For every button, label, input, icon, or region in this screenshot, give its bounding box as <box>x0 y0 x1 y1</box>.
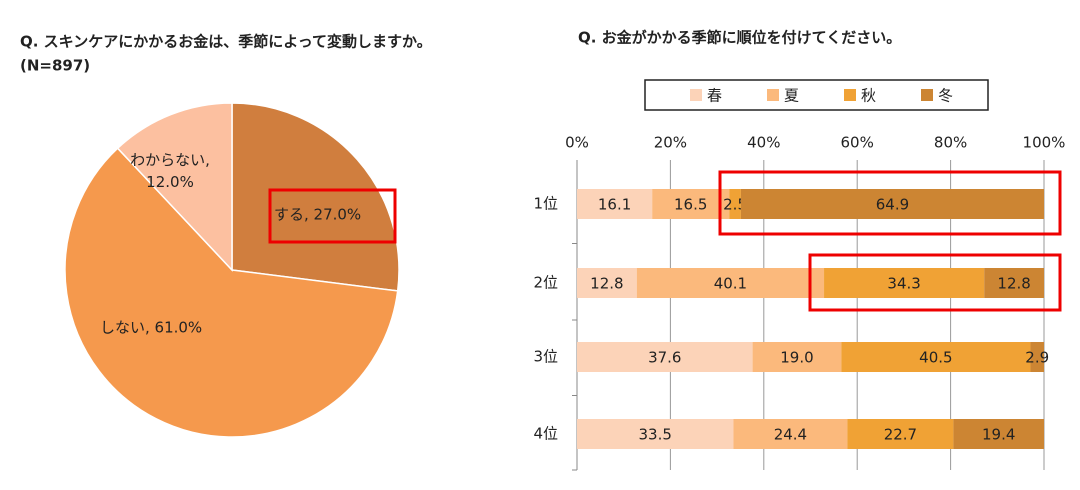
bar-segment <box>577 419 734 449</box>
bar-segment <box>841 342 1031 372</box>
legend-label: 冬 <box>938 87 953 105</box>
x-tick-label: 80% <box>934 134 967 152</box>
marks: する, 27.0% しない, 61.0% わからない, 12.0% 0% 20% 40% 60… <box>64 87 1066 471</box>
pie-subtitle: (N=897) <box>20 57 90 75</box>
pie-title: Q. スキンケアにかかるお金は、季節によって変動しますか。 <box>20 33 432 51</box>
bar-segment <box>733 419 848 449</box>
data-label: 2.9 <box>1025 349 1049 367</box>
legend-label: 秋 <box>861 87 876 105</box>
data-label: 19.4 <box>982 426 1015 444</box>
bar-segment <box>577 189 653 219</box>
bar-segment <box>577 342 753 372</box>
data-label: 12.8 <box>997 275 1030 293</box>
bar-segment <box>984 268 1044 298</box>
highlight-box <box>718 170 1062 236</box>
bar-segment <box>577 268 637 298</box>
bar-segment <box>1030 342 1044 372</box>
data-label: 40.5 <box>919 349 952 367</box>
bar-segment <box>636 268 825 298</box>
x-tick-label: 60% <box>841 134 874 152</box>
data-label: 12.8 <box>590 275 623 293</box>
bar-segment <box>847 419 954 449</box>
data-label: 34.3 <box>887 275 920 293</box>
bar-title: Q. お金がかかる季節に順位を付けてください。 <box>578 29 901 47</box>
pie-label: しない, 61.0% <box>100 319 202 337</box>
bar-segment <box>652 189 730 219</box>
data-label: 16.5 <box>674 196 707 214</box>
legend-swatch <box>767 89 779 101</box>
x-tick-label: 100% <box>1023 134 1066 152</box>
x-tick-label: 40% <box>747 134 780 152</box>
data-label: 22.7 <box>884 426 917 444</box>
bar-segment <box>752 342 842 372</box>
legend-swatch <box>921 89 933 101</box>
x-tick-label: 0% <box>565 134 589 152</box>
pie-label: する, 27.0% <box>274 206 361 224</box>
legend-swatch <box>690 89 702 101</box>
legend-label: 春 <box>707 87 722 105</box>
pie-label: わからない, 12.0% <box>130 151 210 191</box>
y-tick-label: 2位 <box>533 274 558 292</box>
x-tick-label: 20% <box>654 134 687 152</box>
data-label: 33.5 <box>639 426 672 444</box>
data-label: 64.9 <box>876 196 909 214</box>
data-label: 24.4 <box>774 426 807 444</box>
pie-slice <box>231 102 400 292</box>
bar-segment <box>953 419 1044 449</box>
highlight-box <box>268 188 397 244</box>
data-label: 37.6 <box>648 349 681 367</box>
legend-swatch <box>844 89 856 101</box>
bar-segment <box>729 189 741 219</box>
bar-segment <box>740 189 1044 219</box>
pie-slice <box>116 102 233 272</box>
bar-segment <box>824 268 985 298</box>
pie-slice <box>64 147 399 438</box>
y-tick-label: 3位 <box>533 348 558 366</box>
y-tick-label: 1位 <box>533 195 558 213</box>
data-label: 16.1 <box>598 196 631 214</box>
legend-label: 夏 <box>784 87 799 105</box>
highlight-box <box>808 253 1062 312</box>
data-label: 19.0 <box>780 349 813 367</box>
y-tick-label: 4位 <box>533 425 558 443</box>
data-label: 40.1 <box>714 275 747 293</box>
